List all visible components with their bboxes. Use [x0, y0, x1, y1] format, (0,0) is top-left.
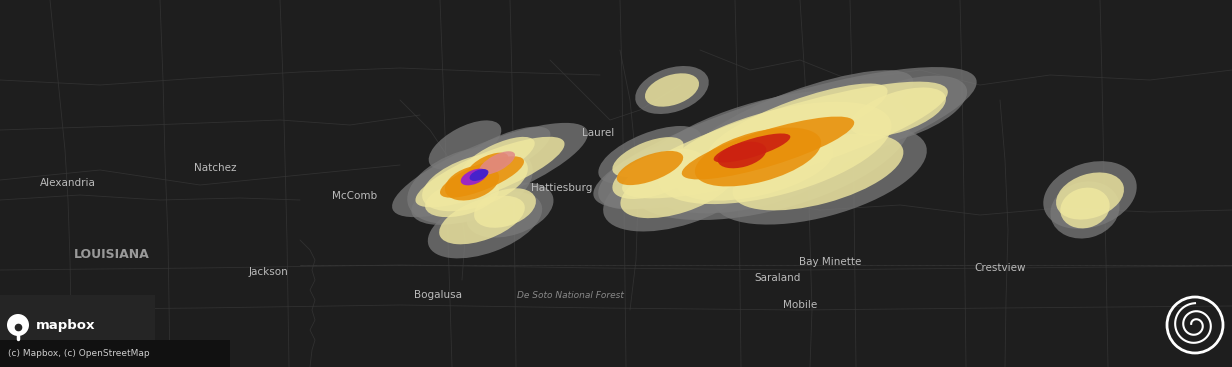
Ellipse shape [833, 76, 967, 144]
Ellipse shape [440, 156, 524, 198]
Ellipse shape [695, 128, 821, 186]
Text: Bogalusa: Bogalusa [414, 290, 462, 300]
Ellipse shape [425, 179, 499, 217]
Text: Alexandria: Alexandria [41, 178, 96, 188]
Ellipse shape [1044, 161, 1137, 229]
Ellipse shape [646, 73, 699, 107]
Ellipse shape [450, 127, 551, 184]
Ellipse shape [469, 169, 488, 181]
Ellipse shape [713, 126, 926, 225]
Ellipse shape [617, 151, 684, 185]
Ellipse shape [850, 87, 946, 137]
Text: McComb: McComb [333, 191, 377, 201]
Ellipse shape [718, 142, 766, 168]
Ellipse shape [445, 166, 499, 200]
Ellipse shape [1056, 172, 1124, 219]
Ellipse shape [594, 67, 977, 209]
Bar [0, 295, 155, 367]
Ellipse shape [429, 120, 501, 170]
Ellipse shape [622, 81, 947, 199]
Ellipse shape [411, 175, 509, 225]
Text: Crestview: Crestview [975, 263, 1026, 273]
Text: De Soto National Forest: De Soto National Forest [516, 291, 623, 299]
Ellipse shape [686, 70, 913, 170]
Text: Jackson: Jackson [248, 267, 288, 277]
Text: Mobile: Mobile [782, 300, 817, 310]
Ellipse shape [676, 135, 833, 201]
Ellipse shape [461, 169, 487, 185]
Ellipse shape [474, 188, 536, 228]
Bar [0, 340, 230, 367]
Ellipse shape [423, 153, 527, 211]
Text: LOUISIANA: LOUISIANA [74, 248, 150, 262]
Ellipse shape [681, 117, 854, 179]
Text: Hattiesburg: Hattiesburg [531, 183, 593, 193]
Ellipse shape [604, 149, 756, 232]
Ellipse shape [461, 137, 535, 179]
Circle shape [7, 314, 30, 336]
Text: Bay Minette: Bay Minette [798, 257, 861, 267]
Ellipse shape [392, 123, 588, 217]
Ellipse shape [636, 66, 708, 114]
Text: Laurel: Laurel [582, 128, 614, 138]
Ellipse shape [1061, 188, 1110, 228]
Ellipse shape [599, 126, 702, 184]
Ellipse shape [439, 196, 525, 244]
Text: mapbox: mapbox [36, 319, 96, 331]
Text: (c) Mapbox, (c) OpenStreetMap: (c) Mapbox, (c) OpenStreetMap [7, 349, 149, 357]
Ellipse shape [1051, 181, 1120, 239]
Ellipse shape [713, 134, 791, 163]
Ellipse shape [630, 90, 910, 220]
Text: Saraland: Saraland [755, 273, 801, 283]
Ellipse shape [428, 192, 542, 258]
Ellipse shape [479, 151, 515, 175]
Ellipse shape [708, 83, 887, 160]
Ellipse shape [659, 102, 892, 204]
Ellipse shape [408, 146, 532, 224]
Ellipse shape [652, 127, 848, 213]
Ellipse shape [621, 158, 736, 218]
Ellipse shape [468, 153, 509, 177]
Ellipse shape [467, 182, 553, 237]
Ellipse shape [733, 134, 903, 210]
Text: Natchez: Natchez [193, 163, 237, 173]
Ellipse shape [415, 137, 564, 207]
Ellipse shape [612, 149, 703, 199]
Ellipse shape [612, 137, 684, 177]
Ellipse shape [599, 141, 722, 210]
